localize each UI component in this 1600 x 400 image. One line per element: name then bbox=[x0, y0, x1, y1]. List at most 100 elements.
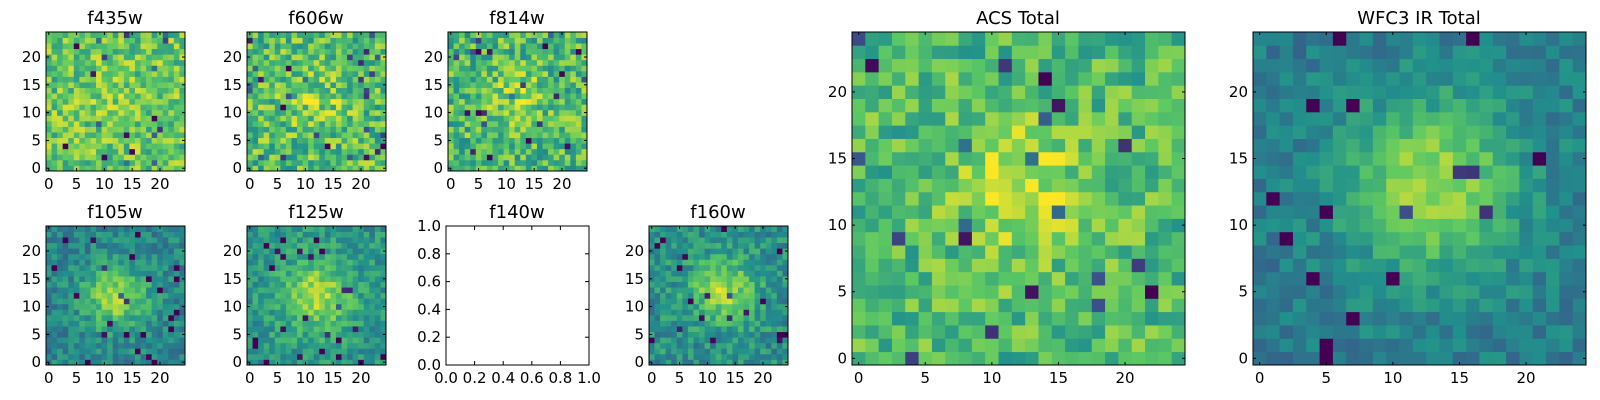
heatmap-cell-f814w bbox=[459, 37, 466, 44]
heatmap-cell-acs-total bbox=[931, 178, 946, 193]
heatmap-cell-f435w bbox=[112, 126, 119, 133]
heatmap-cell-acs-total bbox=[1011, 351, 1026, 366]
heatmap-cell-f125w bbox=[285, 331, 292, 338]
heatmap-cell-acs-total bbox=[878, 338, 893, 353]
heatmap-cell-f435w bbox=[112, 154, 119, 161]
x-tick-label-f140w: 0.2 bbox=[463, 369, 487, 387]
heatmap-cell-f814w bbox=[459, 126, 466, 133]
heatmap-cell-wfc3-ir-total bbox=[1426, 351, 1440, 366]
heatmap-cell-f125w bbox=[269, 259, 276, 266]
heatmap-cell-f814w bbox=[525, 93, 532, 100]
heatmap-cell-acs-total bbox=[1145, 258, 1159, 273]
heatmap-cell-wfc3-ir-total bbox=[1439, 285, 1454, 299]
heatmap-cell-f160w bbox=[710, 348, 717, 355]
heatmap-cell-f125w bbox=[313, 303, 320, 310]
heatmap-cell-acs-total bbox=[931, 231, 946, 246]
heatmap-cell-f160w bbox=[721, 348, 728, 355]
heatmap-cell-wfc3-ir-total bbox=[1532, 351, 1547, 366]
heatmap-cell-wfc3-ir-total bbox=[1532, 338, 1547, 353]
heatmap-cell-f125w bbox=[374, 226, 381, 232]
heatmap-cell-f435w bbox=[123, 43, 130, 50]
heatmap-cell-wfc3-ir-total bbox=[1559, 285, 1574, 299]
heatmap-cell-f606w bbox=[330, 54, 337, 61]
heatmap-cell-f435w bbox=[96, 115, 102, 122]
heatmap-cell-f606w bbox=[280, 115, 287, 122]
heatmap-cell-f105w bbox=[123, 270, 130, 277]
heatmap-cell-f160w bbox=[699, 281, 705, 288]
heatmap-cell-wfc3-ir-total bbox=[1572, 231, 1587, 246]
heatmap-cell-f606w bbox=[335, 93, 342, 100]
heatmap-cell-f814w bbox=[464, 70, 471, 77]
heatmap-cell-f125w bbox=[280, 314, 287, 321]
heatmap-cell-f105w bbox=[112, 298, 119, 305]
heatmap-cell-f160w bbox=[693, 326, 700, 333]
heatmap-cell-f814w bbox=[531, 76, 538, 83]
heatmap-cell-f125w bbox=[280, 226, 287, 232]
x-tick-label-f140w: 0.0 bbox=[434, 369, 458, 387]
heatmap-cell-acs-total bbox=[1118, 285, 1133, 299]
heatmap-cell-wfc3-ir-total bbox=[1346, 285, 1360, 299]
heatmap-cell-acs-total bbox=[905, 191, 919, 206]
heatmap-cell-f105w bbox=[101, 242, 108, 249]
heatmap-cell-f435w bbox=[73, 76, 80, 83]
heatmap-cell-f606w bbox=[274, 143, 281, 150]
heatmap-cell-f105w bbox=[73, 281, 80, 288]
heatmap-cell-f606w bbox=[324, 82, 331, 88]
heatmap-cell-f606w bbox=[302, 159, 309, 166]
heatmap-cell-f105w bbox=[157, 298, 164, 305]
heatmap-cell-f435w bbox=[96, 159, 102, 166]
heatmap-cell-acs-total bbox=[958, 325, 973, 339]
heatmap-cell-f435w bbox=[79, 148, 86, 155]
heatmap-cell-f105w bbox=[90, 314, 97, 321]
heatmap-cell-f606w bbox=[380, 159, 387, 166]
heatmap-cell-f105w bbox=[157, 320, 164, 327]
heatmap-cell-f606w bbox=[269, 70, 276, 77]
heatmap-cell-f125w bbox=[369, 270, 376, 277]
heatmap-cell-acs-total bbox=[945, 285, 959, 299]
heatmap-cell-f160w bbox=[776, 309, 783, 316]
heatmap-cell-f105w bbox=[46, 314, 52, 321]
heatmap-cell-acs-total bbox=[1011, 298, 1026, 313]
heatmap-cell-wfc3-ir-total bbox=[1292, 245, 1307, 259]
heatmap-cell-acs-total bbox=[891, 32, 906, 46]
heatmap-cell-f435w bbox=[68, 65, 75, 72]
heatmap-cell-f814w bbox=[503, 87, 510, 94]
heatmap-cell-f160w bbox=[782, 314, 789, 321]
y-tick-label-f160w: 5 bbox=[634, 325, 644, 343]
heatmap-cell-f125w bbox=[380, 337, 387, 344]
heatmap-cell-acs-total bbox=[1065, 191, 1079, 206]
heatmap-cell-f606w bbox=[269, 98, 276, 105]
heatmap-cell-f435w bbox=[162, 93, 169, 100]
heatmap-cell-wfc3-ir-total bbox=[1572, 205, 1587, 219]
heatmap-cell-f814w bbox=[564, 48, 571, 55]
heatmap-cell-wfc3-ir-total bbox=[1332, 338, 1347, 353]
heatmap-cell-f606w bbox=[274, 104, 281, 111]
heatmap-cell-f160w bbox=[699, 242, 705, 249]
heatmap-cell-f435w bbox=[107, 48, 114, 55]
heatmap-cell-acs-total bbox=[1105, 151, 1119, 166]
heatmap-cell-f160w bbox=[732, 270, 739, 277]
heatmap-cell-f160w bbox=[710, 264, 717, 271]
heatmap-cell-f105w bbox=[123, 348, 130, 355]
heatmap-cell-f105w bbox=[46, 237, 52, 244]
heatmap-cell-f606w bbox=[335, 82, 342, 88]
heatmap-cell-f105w bbox=[179, 253, 186, 260]
heatmap-cell-acs-total bbox=[998, 71, 1013, 86]
heatmap-cell-f435w bbox=[90, 37, 97, 44]
heatmap-cell-f160w bbox=[665, 276, 672, 282]
heatmap-cell-f105w bbox=[46, 270, 52, 277]
heatmap-cell-acs-total bbox=[918, 191, 933, 206]
heatmap-cell-f105w bbox=[123, 237, 130, 244]
heatmap-cell-f435w bbox=[96, 109, 102, 116]
heatmap-cell-f105w bbox=[107, 314, 114, 321]
heatmap-cell-f160w bbox=[754, 331, 761, 338]
heatmap-cell-f125w bbox=[347, 259, 354, 266]
heatmap-cell-f606w bbox=[335, 148, 342, 155]
heatmap-cell-f125w bbox=[358, 303, 365, 310]
heatmap-cell-f606w bbox=[358, 132, 365, 139]
heatmap-cell-f105w bbox=[73, 348, 80, 355]
heatmap-cell-acs-total bbox=[918, 98, 933, 113]
heatmap-cell-f160w bbox=[693, 281, 700, 288]
heatmap-cell-f160w bbox=[649, 242, 655, 249]
